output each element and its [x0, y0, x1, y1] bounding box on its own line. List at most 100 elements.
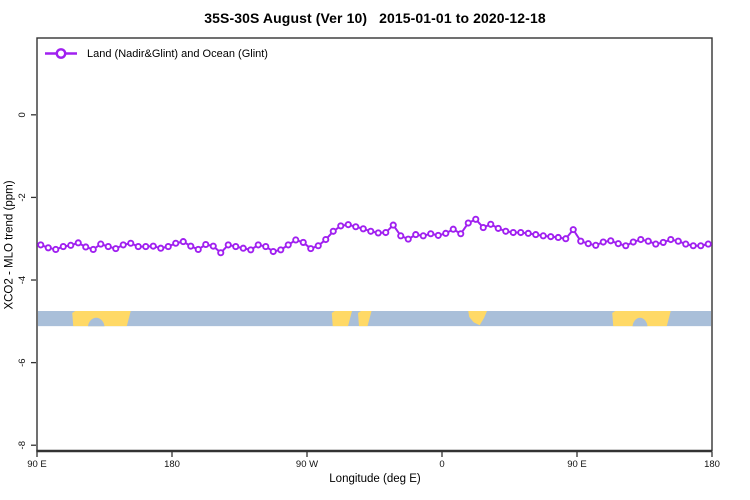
data-point [119, 241, 127, 249]
x-axis-ticks: 90 E 180 90 W 0 90 E 180 [27, 452, 720, 470]
data-point [592, 241, 600, 249]
data-point [562, 235, 570, 243]
legend-line-marker-icon [45, 48, 77, 59]
y-tick-label: -6 [17, 358, 28, 366]
y-axis-ticks: 0 -2 -4 -6 -8 [17, 112, 36, 449]
data-point [284, 241, 292, 249]
data-point [569, 226, 577, 234]
data-point [644, 237, 652, 245]
y-tick-label: -4 [17, 276, 28, 284]
data-point [224, 241, 232, 249]
data-point [164, 243, 172, 251]
data-point [532, 231, 540, 239]
data-point [329, 227, 337, 235]
data-point [622, 242, 630, 250]
data-point [67, 241, 75, 249]
data-point [629, 238, 637, 246]
legend: Land (Nadir&Glint) and Ocean (Glint) [44, 47, 268, 60]
data-point [157, 244, 165, 252]
data-point [449, 225, 457, 233]
chart-title: 35S-30S August (Ver 10) 2015-01-01 to 20… [204, 10, 546, 26]
data-point [404, 235, 412, 243]
x-tick-label: 90 W [296, 459, 318, 470]
data-point [659, 238, 667, 246]
data-point [179, 238, 187, 246]
data-point [82, 243, 90, 251]
land-segment-australia [72, 310, 131, 327]
data-point [37, 241, 45, 249]
x-axis-label: Longitude (deg E) [329, 473, 421, 485]
x-tick-label: 180 [164, 459, 180, 470]
data-point [382, 228, 390, 237]
data-point [704, 240, 712, 248]
data-point [682, 240, 690, 248]
y-tick-label: -8 [17, 441, 28, 449]
data-point [674, 237, 682, 245]
data-point [359, 225, 367, 233]
data-point [134, 243, 142, 251]
data-point [239, 244, 247, 252]
data-point [172, 239, 180, 247]
data-point [427, 230, 435, 238]
land-ocean-strip [38, 310, 711, 327]
data-point [74, 239, 82, 247]
legend-label: Land (Nadir&Glint) and Ocean (Glint) [87, 47, 268, 60]
data-point [322, 235, 330, 244]
data-point [577, 237, 585, 245]
data-point [292, 236, 300, 244]
data-point [479, 224, 487, 232]
data-point [307, 245, 315, 253]
data-point [487, 220, 495, 228]
x-tick-label: 90 E [27, 459, 47, 470]
data-point [457, 230, 465, 238]
data-point [262, 243, 270, 251]
data-point [412, 231, 420, 239]
land-segment-south-america-east [358, 310, 372, 327]
data-point [374, 229, 382, 237]
data-point [97, 240, 105, 248]
data-point [247, 246, 255, 254]
data-point [584, 240, 592, 248]
data-point [112, 245, 120, 253]
data-point [269, 247, 277, 256]
data-point [652, 240, 660, 248]
data-point [509, 228, 517, 237]
data-point [187, 242, 195, 250]
ocean-band [38, 310, 711, 327]
data-point [194, 245, 202, 254]
data-point [502, 227, 510, 235]
data-point [367, 227, 375, 235]
data-point [554, 233, 562, 242]
y-tick-label: 0 [17, 112, 28, 117]
data-point [59, 243, 67, 251]
data-point [419, 232, 427, 240]
data-point [442, 229, 450, 237]
data-point [217, 249, 225, 257]
data-point [697, 242, 705, 250]
data-point [689, 242, 697, 250]
data-point [209, 242, 217, 250]
data-point [637, 235, 645, 244]
data-point [52, 245, 60, 254]
data-point [142, 243, 150, 251]
data-point [397, 232, 405, 240]
data-markers [37, 215, 712, 257]
data-point [149, 242, 157, 250]
data-point [202, 240, 210, 249]
data-point [104, 243, 112, 251]
data-point [607, 237, 615, 245]
land-segment-south-america-west [331, 310, 352, 327]
data-point [434, 231, 442, 239]
data-point [299, 238, 307, 246]
data-point [547, 233, 555, 241]
data-point [344, 221, 352, 229]
land-segment-south-africa [468, 310, 487, 326]
coast-notch-australia [88, 317, 105, 327]
x-tick-label: 0 [439, 459, 444, 470]
y-axis-label-wrap: XCO2 - MLO trend (ppm) [1, 38, 18, 451]
data-point [472, 215, 480, 223]
coast-notch-australia-wrapped [632, 317, 648, 327]
x-tick-label: 180 [704, 459, 720, 470]
data-point [599, 238, 607, 246]
